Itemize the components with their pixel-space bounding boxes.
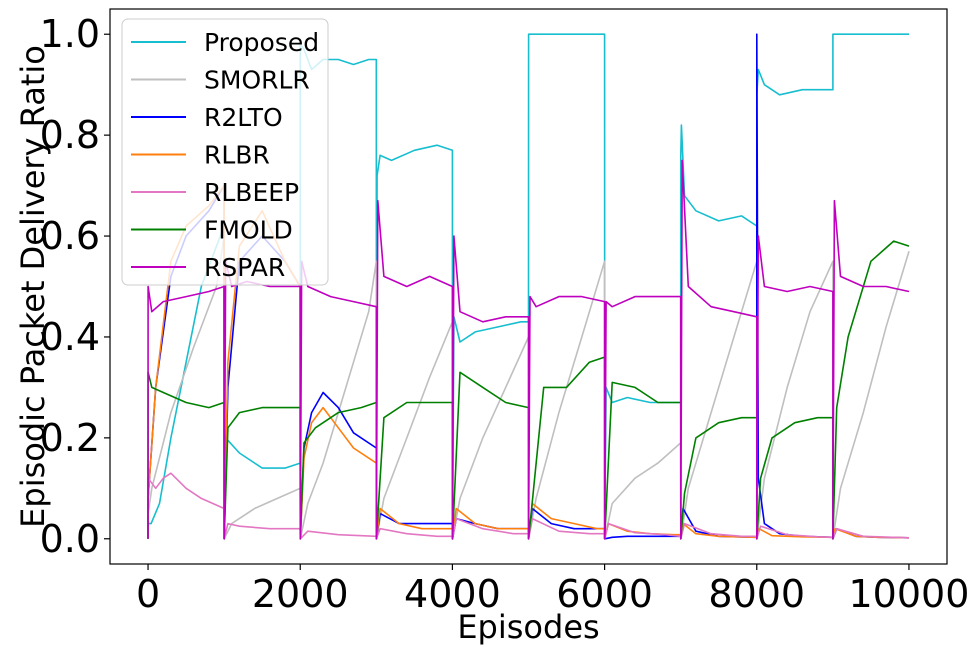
legend-label-proposed: Proposed	[204, 28, 319, 57]
legend-label-rspar: RSPAR	[204, 253, 285, 282]
legend-label-smorlr: SMORLR	[204, 66, 310, 95]
legend: Proposed SMORLR R2LTO RLBR RLBEEP FMOLD RSPAR	[121, 18, 329, 286]
legend-label-fmold: FMOLD	[204, 216, 293, 245]
legend-label-rlbeep: RLBEEP	[204, 178, 299, 207]
y-tick-label: 0.8	[40, 113, 100, 157]
plot-frame	[109, 8, 948, 565]
legend-label-rlbr: RLBR	[204, 141, 270, 170]
x-tick-label: 0	[136, 572, 160, 616]
legend-box	[121, 18, 329, 286]
legend-label-r2lto: R2LTO	[204, 103, 283, 132]
x-axis: 0 2000 4000 6000 8000 10000	[136, 564, 969, 616]
series-line-smorlr	[147, 235, 910, 540]
y-tick-label: 0.0	[40, 517, 100, 561]
x-tick-label: 2000	[252, 572, 349, 616]
y-tick-label: 1.0	[40, 12, 100, 56]
y-axis: 0.0 0.2 0.4 0.6 0.8 1.0	[40, 12, 110, 561]
x-tick-label: 8000	[708, 572, 805, 616]
y-tick-label: 0.2	[40, 416, 100, 460]
x-axis-title: Episodes	[457, 608, 599, 646]
x-tick-label: 10000	[849, 572, 970, 616]
x-tick-label: 6000	[556, 572, 653, 616]
y-tick-label: 0.6	[40, 214, 100, 258]
y-tick-label: 0.4	[40, 315, 100, 359]
x-tick-label: 4000	[404, 572, 501, 616]
y-axis-title: Episodic Packet Delivery Ratio	[14, 45, 52, 528]
